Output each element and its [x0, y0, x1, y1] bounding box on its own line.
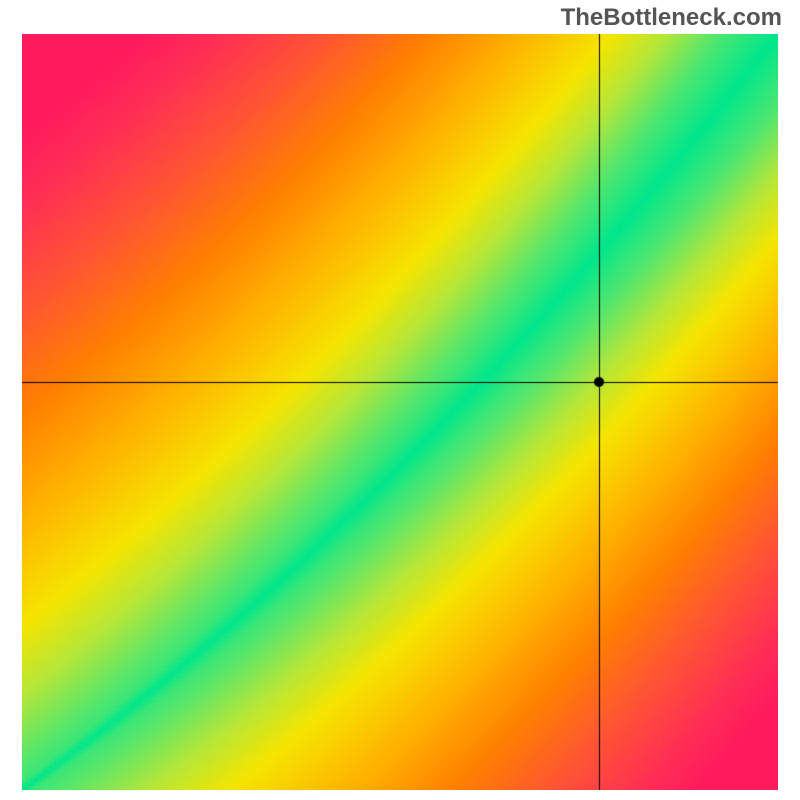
- heatmap-canvas: [22, 34, 778, 790]
- bottleneck-heatmap: [22, 34, 778, 790]
- watermark-text: TheBottleneck.com: [561, 4, 782, 32]
